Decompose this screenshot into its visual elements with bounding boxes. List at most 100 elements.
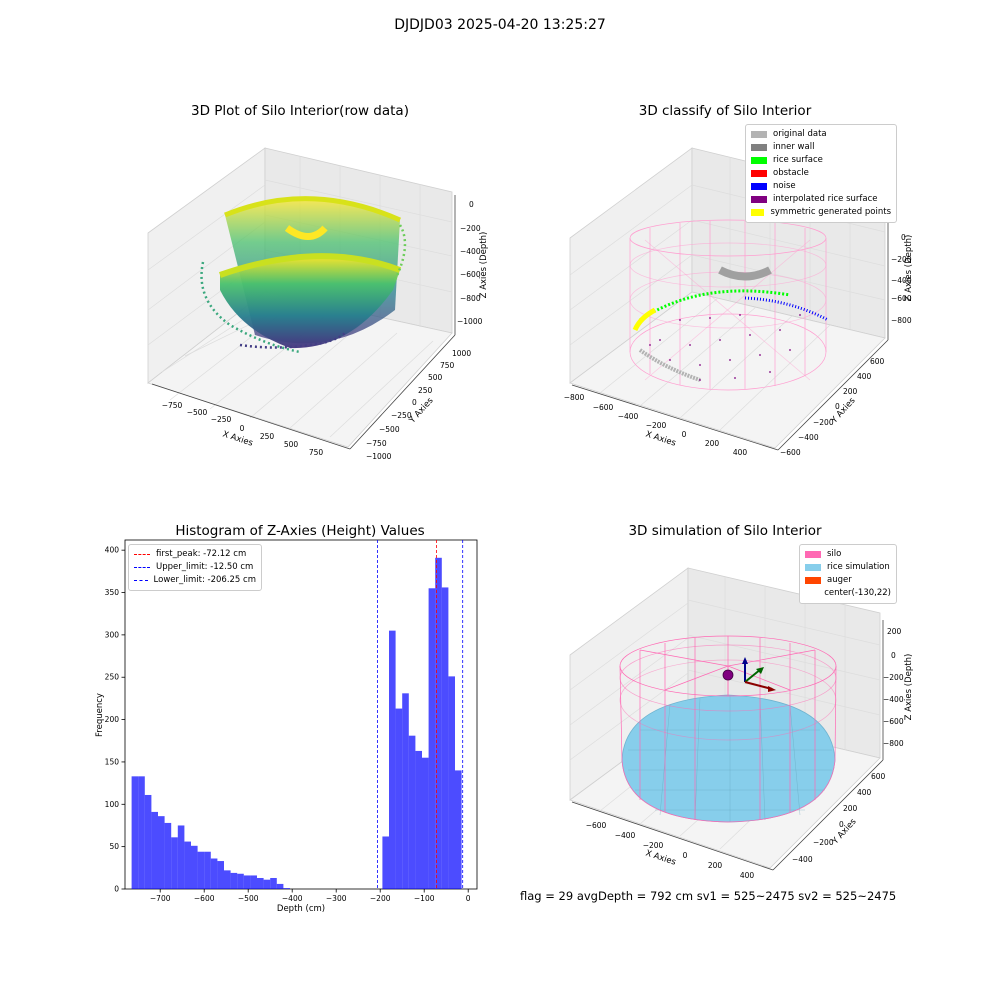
plot1-title: 3D Plot of Silo Interior(row data) [191,103,409,119]
plot1-ztick: −600 [460,270,481,279]
plot1-zlabel: Z Axies (Depth) [479,232,489,299]
plot1-3d-axes [147,147,456,450]
legend-label: Lower_limit: -206.25 cm [153,575,256,585]
plot4-auger-marker [722,657,776,692]
histogram-bar [158,816,165,889]
legend-label: noise [773,181,796,191]
plot4-zlabel: Z Axies (Depth) [904,654,914,721]
legend-line [134,567,150,568]
plot4-ytick: 200 [843,804,858,813]
histogram-xtick-label: −600 [194,894,215,903]
histogram-ytick-label: 350 [105,588,120,597]
legend-item: silo [805,548,891,561]
plot4-ytick: −200 [813,838,834,847]
histogram-bar [276,883,284,889]
plot2-zlabel: Z Axies (Depth) [904,235,914,302]
plot2-ztick: −200 [891,255,912,264]
histogram-bar [171,837,178,889]
plot2-xtick: −400 [618,412,639,421]
histogram-bar [382,836,389,889]
plot2-ytick: 0 [835,402,840,411]
histogram-xtick-label: −700 [150,894,171,903]
plot4-rice-simulation [621,694,836,823]
plot4-ztick: 200 [887,627,902,636]
legend-label: rice simulation [827,562,890,572]
plot2-tick-labels: −800 −600 −400 −200 0 200 400 −600 −400 … [564,233,912,457]
legend-item: Upper_limit: -12.50 cm [134,561,256,574]
plot2-xtick: −200 [646,421,667,430]
histogram-vlines [377,540,464,889]
plot4-ytick: 400 [857,788,872,797]
histogram-xtick-label: −200 [370,894,391,903]
histogram-bar [210,858,218,889]
histogram-bar [151,811,158,889]
plot1-pane-floor [147,291,453,448]
plot1-xtick: 0 [240,424,245,433]
histogram-xtick-label: −500 [238,894,259,903]
histogram-bar [257,877,264,889]
legend-swatch [751,144,767,151]
histogram-bar [177,825,185,889]
histogram-bar [402,693,409,889]
histogram-bars [131,557,462,889]
histogram-bar [204,851,211,889]
plot4-silo-wireframe [619,635,837,823]
legend-label: obstacle [773,168,809,178]
plot2-ytick: 600 [870,357,885,366]
plot4-ytick: 0 [839,820,844,829]
histogram-bar [224,870,231,889]
plot2-pane-floor [569,291,886,449]
legend-item: inner wall [751,141,891,154]
legend-label: auger [827,575,852,585]
status-footer: flag = 29 avgDepth = 792 cm sv1 = 525~24… [520,889,897,903]
histogram-xticks: −700 −600 −500 −400 −300 −200 −100 0 [150,889,471,903]
plot4-ztick: −400 [883,695,904,704]
plot1-xlabel: X Axies [221,429,254,448]
histogram-bar [131,776,139,889]
histogram-bar [217,861,224,889]
histogram-bar [243,875,251,889]
plot4-xlabel: X Axies [644,848,677,867]
plot1-xtick: 750 [309,448,324,457]
plot2-title: 3D classify of Silo Interior [638,103,812,119]
plot4-ztick: −600 [883,717,904,726]
plot4-xtick: 0 [683,851,688,860]
plot2-ytick: 200 [843,387,858,396]
histogram-xtick-label: 0 [466,894,471,903]
legend-line [134,554,150,555]
histogram-plot: −700 −600 −500 −400 −300 −200 −100 0 0 50 100 150 2… [105,539,478,903]
plot1-xtick: −750 [162,401,183,410]
plot4-xtick: −600 [586,821,607,830]
histogram-bar [408,735,416,889]
legend-label: rice surface [773,155,823,165]
plot4-ytick: 600 [871,772,886,781]
histogram-bar [250,875,257,889]
histogram-ytick-label: 300 [105,630,120,639]
legend-item: original data [751,128,891,141]
histogram-bar [448,676,455,889]
histogram-ytick-label: 150 [105,757,120,766]
histogram-bar [435,557,442,889]
legend-item: Lower_limit: -206.25 cm [134,574,256,587]
plot2-xtick: 400 [733,448,748,457]
histogram-ytick-label: 250 [105,673,120,682]
plot1-ytick: 250 [418,386,433,395]
histogram-ylabel: Frequency [95,693,105,737]
histogram-bar [164,822,172,889]
histogram-bar [237,873,244,889]
legend-item: interpolated rice surface [751,193,891,206]
legend-label: inner wall [773,142,815,152]
histogram-ytick-label: 400 [105,546,120,555]
legend-item: auger [805,574,891,587]
histogram-bar [422,757,429,889]
plot4-legend: silo rice simulation auger center(-130,2… [799,544,897,604]
plot4-xtick: −200 [643,841,664,850]
plot2-ztick: 0 [901,233,906,242]
histogram-bar [230,872,238,889]
histogram-bar [197,851,205,889]
histogram-xlabel: Depth (cm) [277,904,325,914]
plot2-ztick: −800 [891,316,912,325]
plot1-ytick: −1000 [366,452,392,461]
plot1-ytick: 750 [440,361,455,370]
